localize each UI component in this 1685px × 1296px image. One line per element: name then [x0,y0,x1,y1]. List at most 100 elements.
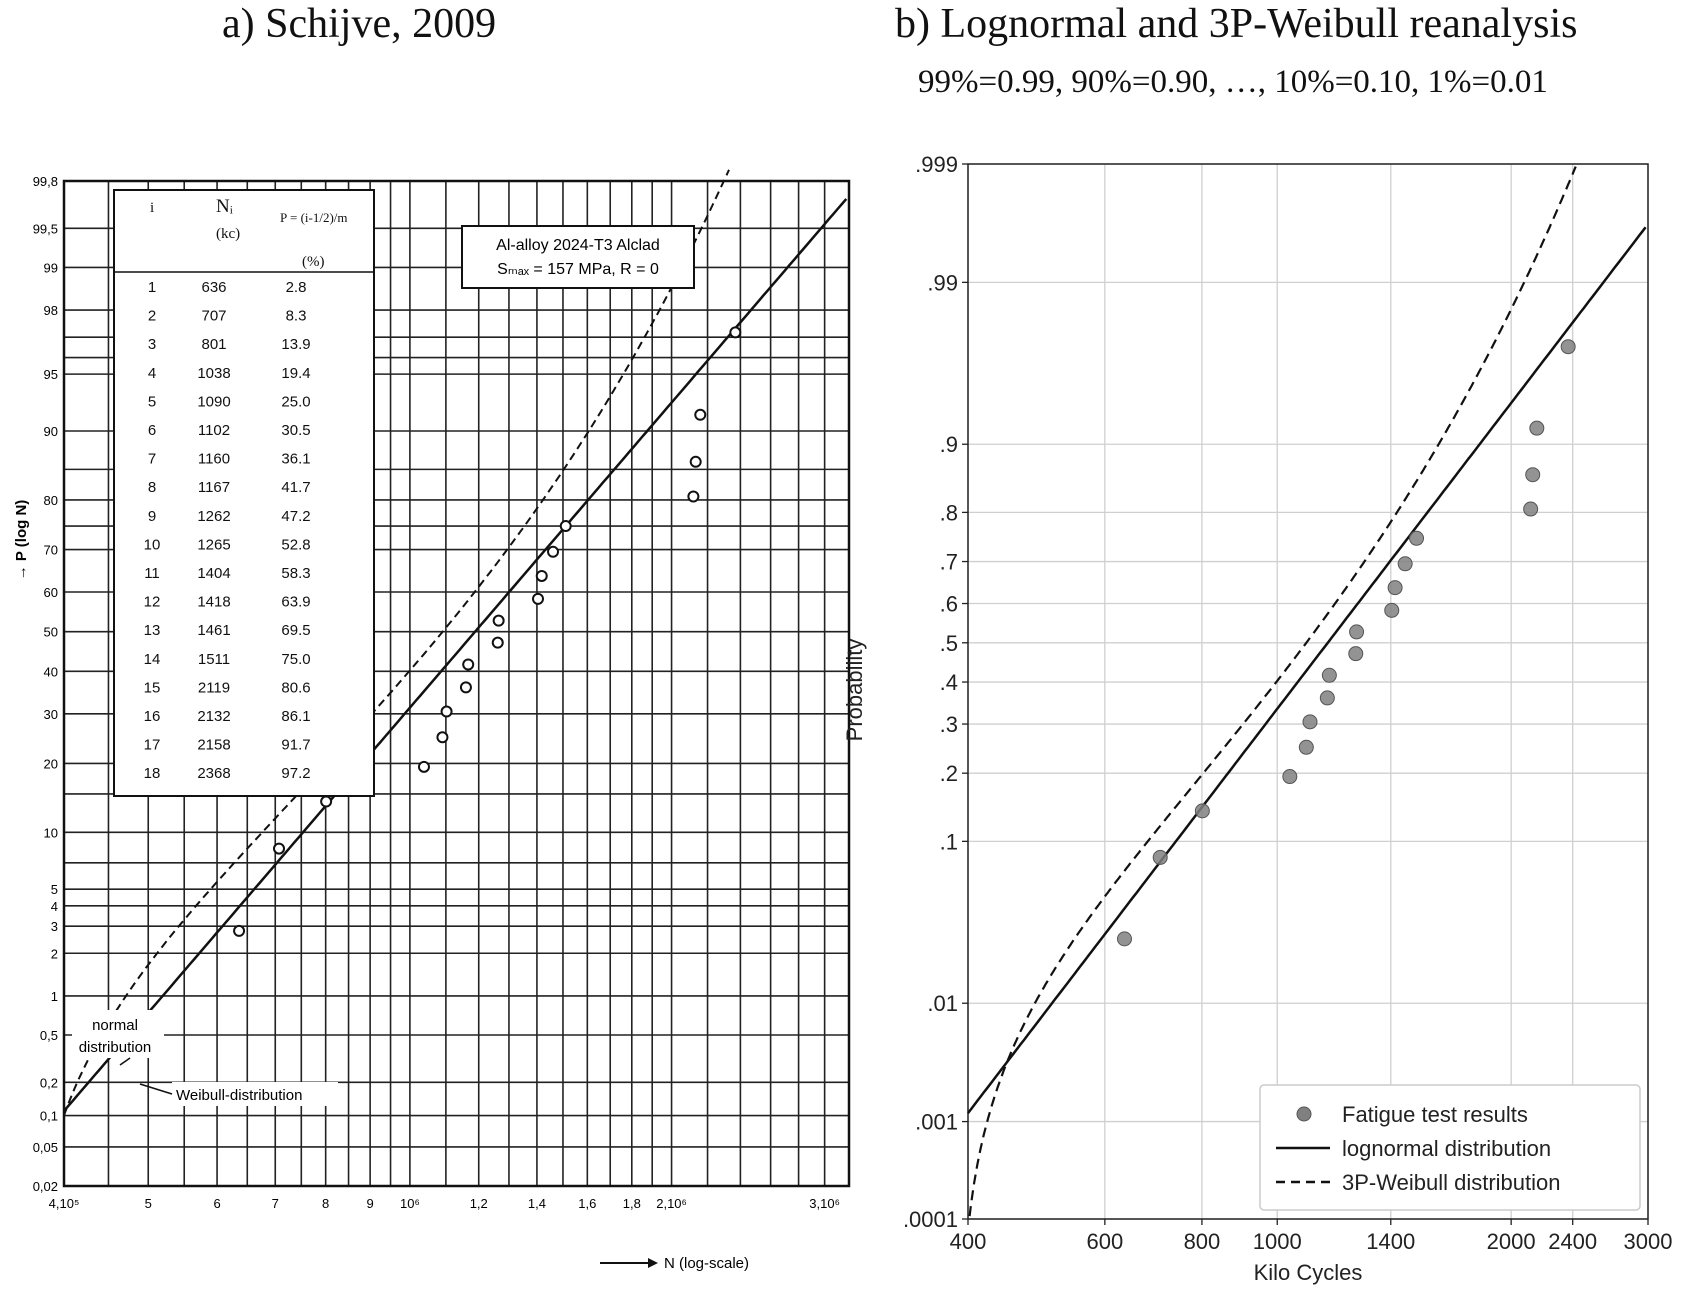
panel-a-x-tick: 1,4 [528,1196,546,1211]
panel-b-x-tick: 3000 [1624,1229,1673,1254]
panel-a-y-tick: 99,8 [33,174,58,189]
table-cell: 1418 [197,594,230,611]
panel-b-y-tick: .99 [927,270,958,295]
panel-a-y-tick: 90 [44,424,58,439]
panel-a-y-tick: 50 [44,625,58,640]
panel-a-y-tick: 98 [44,303,58,318]
panel-a-data-table: i Nᵢ (kc) P = (i-1/2)/m (%) 1 636 2.82 707 8… [113,189,375,797]
panel-b-legend: Fatigue test results lognormal distribut… [1259,1084,1641,1211]
table-cell: 1090 [197,393,230,410]
table-header-p: P = (i-1/2)/m [280,210,348,225]
table-cell: 1511 [198,651,230,668]
panel-b-x-label: Kilo Cycles [1254,1260,1363,1285]
table-cell: 1102 [198,422,230,439]
panel-b-grid [967,163,1649,1220]
panel-a-data-point [492,614,505,627]
panel-a-data-point [535,569,548,582]
table-cell: 1038 [197,365,230,382]
table-cell: 18 [144,765,161,782]
panel-b-frame [967,163,1649,1220]
table-cell: 707 [201,308,226,325]
panel-b-data-point [1319,690,1335,706]
panel-a-y-tick: 0,2 [40,1075,58,1090]
panel-b-data-point [1397,556,1413,572]
panel-a-y-tick: 5 [51,882,58,897]
panel-a-y-label: → P (log N) [13,500,30,581]
panel-a-y-tick: 99,5 [33,221,58,236]
weibull-3p-distribution-line [968,166,1577,1217]
panel-b-x-tick: 600 [1086,1229,1123,1254]
panel-a-data-point [689,455,702,468]
table-cell: 80.6 [281,679,310,696]
panel-b-y-tick: .999 [915,152,958,177]
panel-b-x-tick: 1400 [1366,1229,1415,1254]
panel-a-y-tick: 0,05 [33,1140,58,1155]
panel-b-data-point [1152,849,1168,865]
table-cell: 15 [144,679,161,696]
panel-b-y-tick: .4 [940,670,958,695]
panel-a-x-tick: 9 [367,1196,374,1211]
panel-a-x-label: N (log-scale) [664,1255,749,1272]
panel-a-data-point [440,705,453,718]
panel-a-x-ticks: 4,10⁵ 5 6 7 8 9 10⁶ 1,2 1,4 1,6 1,8 2,10⁶ 3,10⁶ [49,1196,840,1211]
panel-b-data-point [1194,803,1210,819]
panel-b-y-tick: .2 [940,761,958,786]
panel-a-x-tick: 1,6 [578,1196,596,1211]
panel-a-data-point [729,326,742,339]
panel-a-y-tick: 2 [51,946,58,961]
panel-a-x-tick: 6 [213,1196,220,1211]
panel-a-y-tick: 60 [44,585,58,600]
panel-a-data-point [687,490,700,503]
panel-a-y-tick: 1 [51,989,58,1004]
table-cell: 2 [148,308,156,325]
table-cell: 2119 [198,679,230,696]
table-cell: 636 [201,279,226,296]
table-cell: 75.0 [281,651,310,668]
table-header-n: Nᵢ [216,196,233,217]
panel-b-y-tick: .3 [940,712,958,737]
material-line-2: Sₘₐₓ = 157 MPa, R = 0 [497,261,659,278]
table-cell: 16 [144,708,161,725]
panel-a-x-tick: 1,8 [623,1196,641,1211]
panel-b-data-point [1302,714,1318,730]
panel-b-y-tick: .001 [915,1110,958,1135]
panel-b-y-tick: .0001 [903,1207,958,1232]
table-cell: 6 [148,422,156,439]
panel-b-y-tick: .6 [940,592,958,617]
panel-a-chart: 99,899,5999895908070605040302010543210,5… [13,169,851,1272]
table-cell: 9 [148,508,156,525]
table-cell: 36.1 [281,451,310,468]
panel-a-data-point [233,924,246,937]
panel-a-data-point [320,795,333,808]
panel-b-data-point [1529,420,1545,436]
panel-a-x-tick: 2,10⁶ [656,1196,687,1211]
panel-b-chart: .0001 .001 .01 .1 .2 .3 .4 .5 .6 .7 .8 .9 .99 .999 40… [842,152,1673,1285]
table-cell: 97.2 [281,765,310,782]
table-cell: 13 [144,622,161,639]
panel-a-data-point [532,592,545,605]
panel-b-x-ticks: 400 600 800 1000 1400 2000 2400 3000 [950,1219,1673,1254]
table-cell: 86.1 [281,708,310,725]
panel-b-x-tick: 1000 [1253,1229,1302,1254]
panel-a-title: a) Schijve, 2009 [222,1,497,47]
table-cell: 13.9 [281,336,310,353]
panel-b-curves [967,166,1647,1217]
panel-b-y-tick: .7 [940,550,958,575]
table-cell: 30.5 [281,422,310,439]
panel-a-x-tick: 10⁶ [400,1196,420,1211]
panel-a-y-tick: 0,5 [40,1028,58,1043]
panel-a-data-point [436,731,449,744]
panel-a-y-tick: 10 [44,825,58,840]
table-header-pct: (%) [302,254,325,270]
panel-a-data-point [547,545,560,558]
panel-a-y-tick: 80 [44,493,58,508]
panel-b-data-point [1321,667,1337,683]
panel-b-data-point [1298,739,1314,755]
panel-a-frame [62,179,851,1188]
panel-a-data-point [559,520,572,533]
lognormal-distribution-line [967,226,1647,1114]
table-cell: 7 [148,451,156,468]
panel-b-y-ticks: .0001 .001 .01 .1 .2 .3 .4 .5 .6 .7 .8 .9 .99 .999 [903,152,968,1232]
panel-b-x-tick: 400 [950,1229,987,1254]
table-cell: 1265 [197,536,230,553]
